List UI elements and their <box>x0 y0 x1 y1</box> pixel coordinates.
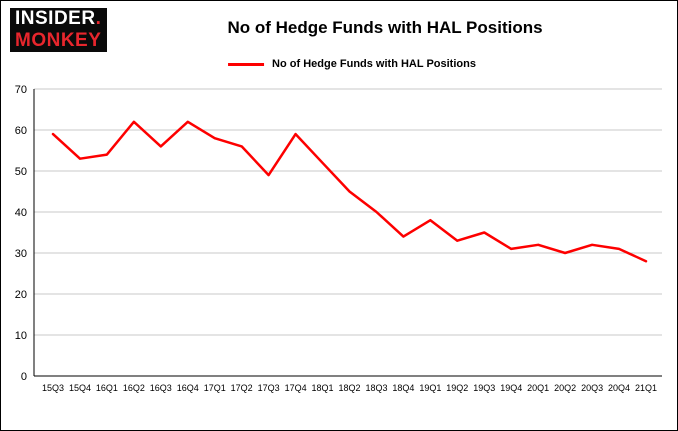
svg-text:30: 30 <box>15 248 27 260</box>
svg-text:18Q4: 18Q4 <box>392 383 414 393</box>
svg-text:16Q3: 16Q3 <box>150 383 172 393</box>
svg-text:17Q1: 17Q1 <box>204 383 226 393</box>
insider-monkey-logo: INSIDER. MONKEY <box>10 8 108 52</box>
logo-text-insider: INSIDER <box>15 8 96 29</box>
legend-label: No of Hedge Funds with HAL Positions <box>272 58 476 70</box>
svg-text:19Q3: 19Q3 <box>473 383 495 393</box>
svg-text:40: 40 <box>15 207 27 219</box>
svg-text:16Q1: 16Q1 <box>96 383 118 393</box>
svg-text:18Q2: 18Q2 <box>338 383 360 393</box>
svg-text:17Q2: 17Q2 <box>231 383 253 393</box>
svg-text:19Q4: 19Q4 <box>500 383 522 393</box>
svg-text:0: 0 <box>21 371 27 383</box>
svg-text:15Q4: 15Q4 <box>69 383 91 393</box>
svg-text:10: 10 <box>15 330 27 342</box>
svg-text:16Q2: 16Q2 <box>123 383 145 393</box>
svg-text:60: 60 <box>15 125 27 137</box>
svg-text:18Q1: 18Q1 <box>312 383 334 393</box>
svg-text:21Q1: 21Q1 <box>635 383 657 393</box>
svg-text:20Q3: 20Q3 <box>581 383 603 393</box>
svg-text:20Q4: 20Q4 <box>608 383 630 393</box>
svg-text:18Q3: 18Q3 <box>365 383 387 393</box>
logo-row-monkey: MONKEY <box>10 30 108 52</box>
legend-line-swatch <box>228 62 265 66</box>
logo-dot: . <box>95 8 102 29</box>
svg-text:19Q2: 19Q2 <box>446 383 468 393</box>
svg-text:20Q2: 20Q2 <box>554 383 576 393</box>
logo-row-insider: INSIDER. <box>10 8 108 30</box>
svg-text:50: 50 <box>15 166 27 178</box>
svg-text:19Q1: 19Q1 <box>419 383 441 393</box>
svg-text:16Q4: 16Q4 <box>177 383 199 393</box>
svg-text:17Q4: 17Q4 <box>285 383 307 393</box>
svg-text:15Q3: 15Q3 <box>42 383 64 393</box>
chart-title: No of Hedge Funds with HAL Positions <box>227 18 543 37</box>
svg-text:70: 70 <box>15 84 27 96</box>
svg-text:17Q3: 17Q3 <box>258 383 280 393</box>
svg-text:20: 20 <box>15 289 27 301</box>
logo-text-monkey: MONKEY <box>15 30 102 51</box>
svg-text:20Q1: 20Q1 <box>527 383 549 393</box>
legend: No of Hedge Funds with HAL Positions <box>228 58 476 70</box>
